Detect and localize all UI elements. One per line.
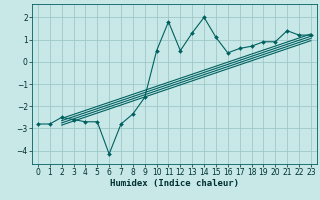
X-axis label: Humidex (Indice chaleur): Humidex (Indice chaleur) [110,179,239,188]
